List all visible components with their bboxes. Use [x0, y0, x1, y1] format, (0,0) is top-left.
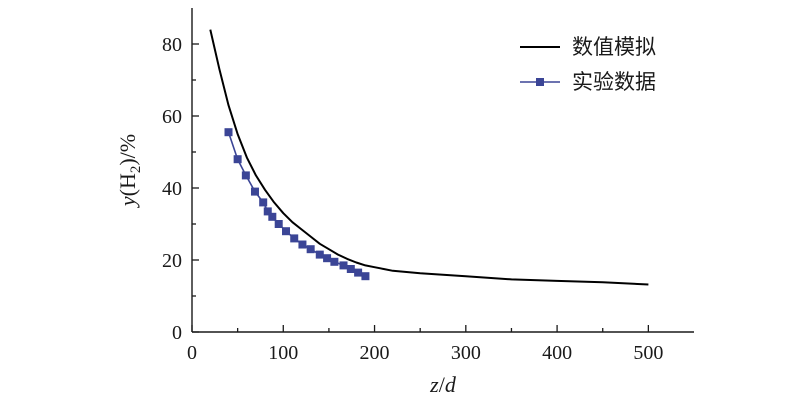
x-tick-label: 100 — [268, 342, 298, 364]
axis-ticks: 0 100 200 300 400 500 0 20 40 60 80 — [162, 34, 663, 364]
experiment-point — [263, 207, 272, 216]
experiment-point — [259, 198, 268, 207]
experiment-point — [339, 261, 348, 270]
experiment-point — [224, 128, 233, 137]
y-axis-title-open: (H — [115, 173, 140, 196]
experiment-point — [315, 250, 324, 259]
y-axis-title-sub: 2 — [128, 166, 144, 174]
experiment-point — [241, 171, 250, 180]
x-tick-label: 200 — [360, 342, 390, 364]
y-tick-label: 40 — [162, 178, 182, 200]
experiment-point — [361, 272, 370, 281]
y-tick-label: 20 — [162, 250, 182, 272]
plot-area: 0 100 200 300 400 500 0 20 40 60 80 — [162, 8, 694, 364]
experiment-point — [233, 155, 242, 164]
y-axis-title-close: )/% — [115, 134, 140, 166]
experiment-point — [290, 234, 299, 243]
legend-marker-experiment — [536, 78, 544, 86]
experiment-point — [330, 257, 339, 266]
experiment-point — [306, 245, 315, 254]
experiment-point — [268, 212, 277, 221]
x-axis-title-var: z — [429, 372, 439, 397]
legend-label-simulation: 数值模拟 — [572, 35, 656, 59]
simulation-line — [209, 29, 649, 286]
x-tick-label: 0 — [187, 342, 197, 364]
legend-label-experiment: 实验数据 — [572, 70, 656, 94]
x-tick-label: 500 — [633, 342, 663, 364]
x-axis-title-denom: d — [445, 372, 457, 397]
experiment-point — [346, 265, 355, 273]
y-tick-label: 60 — [162, 106, 182, 128]
y-axis-title-var: y — [115, 196, 140, 208]
experiment-point — [282, 227, 291, 236]
experiment-point — [323, 254, 332, 263]
x-tick-label: 400 — [542, 342, 572, 364]
experiment-line — [227, 131, 366, 277]
x-tick-label: 300 — [451, 342, 481, 364]
y-tick-label: 0 — [172, 322, 182, 344]
experiment-point — [354, 268, 363, 277]
series-layer — [209, 29, 649, 286]
y-tick-label: 80 — [162, 34, 182, 56]
x-axis-title-slash: / — [439, 372, 446, 397]
experiment-point — [298, 240, 307, 249]
experiment-point — [274, 220, 283, 228]
legend: 数值模拟 实验数据 — [520, 35, 656, 94]
experiment-point — [250, 187, 259, 196]
x-axis-title: z/d — [429, 372, 457, 397]
y-axis-title: y(H2)/% — [115, 134, 144, 208]
